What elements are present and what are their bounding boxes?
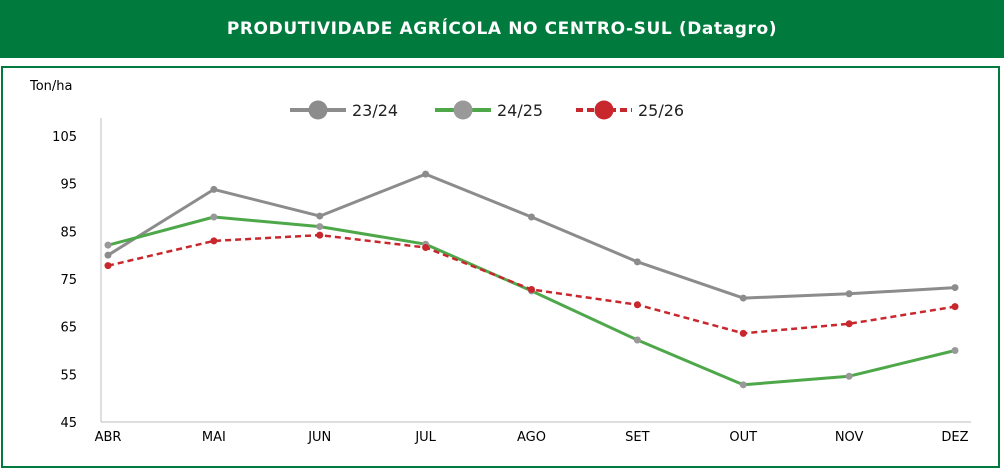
data-point xyxy=(633,301,641,309)
data-point xyxy=(845,290,853,298)
x-tick-label: AGO xyxy=(517,430,546,445)
data-point xyxy=(104,241,112,249)
series-line xyxy=(107,215,956,387)
legend-label: 23/24 xyxy=(352,101,398,120)
chart-frame xyxy=(1,66,1000,468)
legend-label: 25/26 xyxy=(638,101,684,120)
y-tick-label: 85 xyxy=(60,225,77,240)
chart-title-banner: PRODUTIVIDADE AGRÍCOLA NO CENTRO-SUL (Da… xyxy=(0,0,1004,58)
data-point xyxy=(104,262,112,270)
legend-marker xyxy=(453,100,473,120)
data-point xyxy=(528,213,535,221)
data-point xyxy=(422,170,430,178)
data-point xyxy=(739,329,747,337)
y-tick-label: 95 xyxy=(60,178,77,193)
x-tick-label: SET xyxy=(625,430,649,445)
legend-marker xyxy=(308,100,328,120)
data-point xyxy=(210,237,218,245)
chart-title: PRODUTIVIDADE AGRÍCOLA NO CENTRO-SUL (Da… xyxy=(226,19,778,39)
x-tick-label: MAI xyxy=(202,430,226,445)
x-tick-label: NOV xyxy=(835,430,864,445)
data-point xyxy=(951,303,959,311)
y-tick-label: 55 xyxy=(60,368,77,383)
y-axis-label: Ton/ha xyxy=(29,79,73,94)
data-point xyxy=(104,251,112,259)
legend-marker xyxy=(594,100,614,120)
x-tick-label: ABR xyxy=(95,430,122,445)
y-tick-label: 75 xyxy=(60,273,77,288)
data-point xyxy=(633,336,641,344)
legend-label: 24/25 xyxy=(497,101,543,120)
data-point xyxy=(951,347,959,354)
data-point xyxy=(316,223,324,231)
data-point xyxy=(845,372,853,380)
data-point xyxy=(528,285,535,293)
data-point xyxy=(422,244,430,252)
data-point xyxy=(845,320,853,328)
y-tick-label: 45 xyxy=(60,416,77,431)
x-tick-label: JUN xyxy=(307,430,331,445)
data-point xyxy=(210,185,218,193)
y-tick-label: 105 xyxy=(52,130,77,145)
x-tick-label: JUL xyxy=(414,430,436,445)
series-line xyxy=(107,172,956,300)
data-point xyxy=(739,381,747,389)
series-line xyxy=(107,233,956,335)
data-point xyxy=(739,294,747,302)
data-point xyxy=(316,231,324,239)
x-tick-label: DEZ xyxy=(941,430,968,445)
data-point xyxy=(951,284,959,292)
data-point xyxy=(316,212,324,220)
x-tick-label: OUT xyxy=(729,430,757,445)
data-point xyxy=(210,213,218,221)
y-tick-label: 65 xyxy=(60,321,77,336)
data-point xyxy=(633,258,641,266)
